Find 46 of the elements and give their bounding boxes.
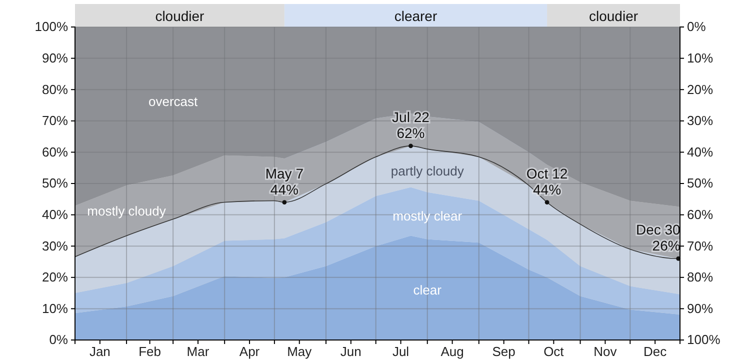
y-tick-label: 10% xyxy=(42,300,68,316)
y2-tick-label: 70% xyxy=(687,238,714,254)
series-label: partly cloudy xyxy=(390,164,464,179)
y2-tick-label: 40% xyxy=(687,144,714,160)
y-tick-label: 0% xyxy=(49,332,68,348)
y2-tick-label: 80% xyxy=(687,270,714,285)
band-label: cloudier xyxy=(589,8,638,24)
y-tick-label: 90% xyxy=(42,50,68,66)
annotation: Jul 22 62% xyxy=(392,108,430,141)
x-tick-label: Nov xyxy=(594,344,618,360)
x-tick-label: Mar xyxy=(186,344,210,360)
y2-tick-label: 50% xyxy=(687,176,714,191)
annotation: Dec 30 26% xyxy=(636,222,681,254)
x-tick-label: Dec xyxy=(644,344,668,360)
x-tick-label: Apr xyxy=(239,344,260,360)
y2-tick-label: 10% xyxy=(687,50,714,66)
annotation: Oct 12 44% xyxy=(526,165,568,198)
y2-tick-label: 100% xyxy=(687,332,721,348)
y2-tick-label: 0% xyxy=(687,19,706,34)
series-label: mostly cloudy xyxy=(87,204,166,219)
y2-tick-label: 60% xyxy=(687,206,714,222)
y-tick-label: 30% xyxy=(42,238,68,254)
x-tick-label: Jul xyxy=(392,344,410,360)
y-tick-label: 60% xyxy=(42,144,68,160)
annotation: May 7 44% xyxy=(265,165,304,198)
x-tick-label: Sep xyxy=(492,344,516,360)
y-tick-label: 70% xyxy=(42,113,68,128)
series-label: mostly clear xyxy=(392,208,463,224)
x-tick-label: May xyxy=(287,344,312,360)
y2-tick-label: 90% xyxy=(687,300,714,316)
series-label: overcast xyxy=(148,94,198,110)
y-tick-label: 50% xyxy=(42,176,68,191)
x-tick-label: Aug xyxy=(440,344,464,360)
x-tick-label: Jan xyxy=(89,344,110,360)
x-tick-label: Jun xyxy=(340,344,362,360)
band-label: clearer xyxy=(394,8,438,24)
series-label: clear xyxy=(413,282,442,298)
y2-tick-label: 20% xyxy=(687,82,714,97)
band-label: cloudier xyxy=(155,8,205,24)
y-tick-label: 40% xyxy=(42,206,68,222)
x-tick-label: Oct xyxy=(544,344,564,360)
y-tick-label: 100% xyxy=(34,19,68,34)
y2-tick-label: 30% xyxy=(687,113,714,128)
x-tick-label: Feb xyxy=(138,344,161,360)
y-tick-label: 80% xyxy=(42,82,68,97)
y-tick-label: 20% xyxy=(42,270,68,285)
